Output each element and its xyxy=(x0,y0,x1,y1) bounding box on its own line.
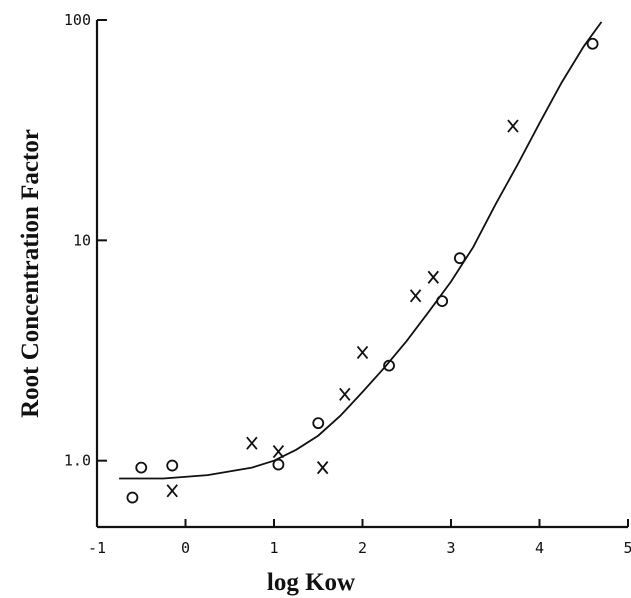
data-point-circle xyxy=(135,461,148,474)
x-tick-label: 1 xyxy=(269,539,278,557)
y-axis: 1.0 10 100 xyxy=(64,11,107,527)
data-point-circle xyxy=(166,459,179,472)
data-point-circle xyxy=(436,295,449,307)
x-axis: -1 0 1 2 3 4 5 xyxy=(88,519,631,557)
y-axis-title: Root Concentration Factor xyxy=(17,129,44,418)
data-points xyxy=(126,37,599,504)
x-tick-label: 0 xyxy=(181,539,190,557)
data-point-cross xyxy=(166,484,178,498)
x-tick-label: -1 xyxy=(88,539,106,557)
data-point-cross xyxy=(339,387,351,401)
data-point-circle xyxy=(586,37,599,50)
fit-curve xyxy=(119,21,603,480)
x-tick-label: 4 xyxy=(535,539,544,557)
x-tick-label: 3 xyxy=(446,539,455,557)
y-tick-label: 10 xyxy=(73,231,91,249)
data-point-circle xyxy=(272,458,285,471)
data-point-circle xyxy=(383,359,395,372)
data-point-cross xyxy=(409,289,422,303)
x-axis-title: log Kow xyxy=(267,569,355,596)
data-point-cross xyxy=(316,461,329,475)
data-point-circle xyxy=(312,417,325,430)
data-point-cross xyxy=(427,270,439,284)
data-point-cross xyxy=(356,345,369,359)
data-point-cross xyxy=(272,444,285,459)
data-point-cross xyxy=(246,436,258,450)
data-point-circle xyxy=(126,491,139,504)
x-tick-label: 5 xyxy=(623,539,631,557)
data-point-circle xyxy=(453,252,466,265)
data-point-cross xyxy=(507,119,519,133)
x-tick-label: 2 xyxy=(358,539,367,557)
y-tick-label: 1.0 xyxy=(64,452,91,470)
y-tick-label: 100 xyxy=(64,11,91,29)
